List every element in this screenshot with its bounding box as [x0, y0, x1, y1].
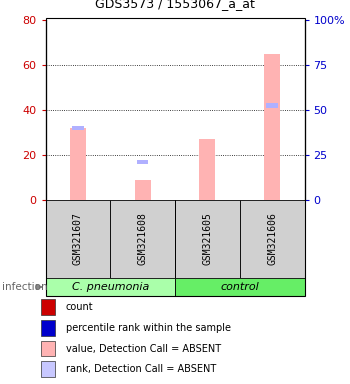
Bar — [41, 361, 55, 377]
Bar — [41, 341, 55, 356]
Text: rank, Detection Call = ABSENT: rank, Detection Call = ABSENT — [66, 364, 216, 374]
Bar — [175, 200, 240, 278]
Bar — [110, 200, 175, 278]
Text: infection: infection — [2, 282, 47, 292]
Bar — [41, 300, 55, 315]
Bar — [46, 278, 175, 296]
Bar — [175, 278, 304, 296]
Bar — [240, 200, 304, 278]
Bar — [70, 128, 86, 200]
Text: percentile rank within the sample: percentile rank within the sample — [66, 323, 231, 333]
Bar — [46, 200, 110, 278]
Text: C. pneumonia: C. pneumonia — [71, 282, 149, 292]
Text: GSM321606: GSM321606 — [267, 213, 277, 265]
Bar — [266, 103, 278, 108]
Bar — [264, 54, 280, 200]
Bar — [72, 126, 84, 130]
Text: GSM321607: GSM321607 — [73, 213, 83, 265]
Bar — [134, 180, 151, 200]
Text: value, Detection Call = ABSENT: value, Detection Call = ABSENT — [66, 344, 221, 354]
Text: GDS3573 / 1553067_a_at: GDS3573 / 1553067_a_at — [95, 0, 255, 10]
Text: control: control — [220, 282, 259, 292]
Bar — [199, 139, 216, 200]
Bar — [137, 160, 148, 164]
Text: count: count — [66, 302, 93, 312]
Bar — [41, 320, 55, 336]
Text: GSM321605: GSM321605 — [202, 213, 212, 265]
Text: GSM321608: GSM321608 — [138, 213, 148, 265]
